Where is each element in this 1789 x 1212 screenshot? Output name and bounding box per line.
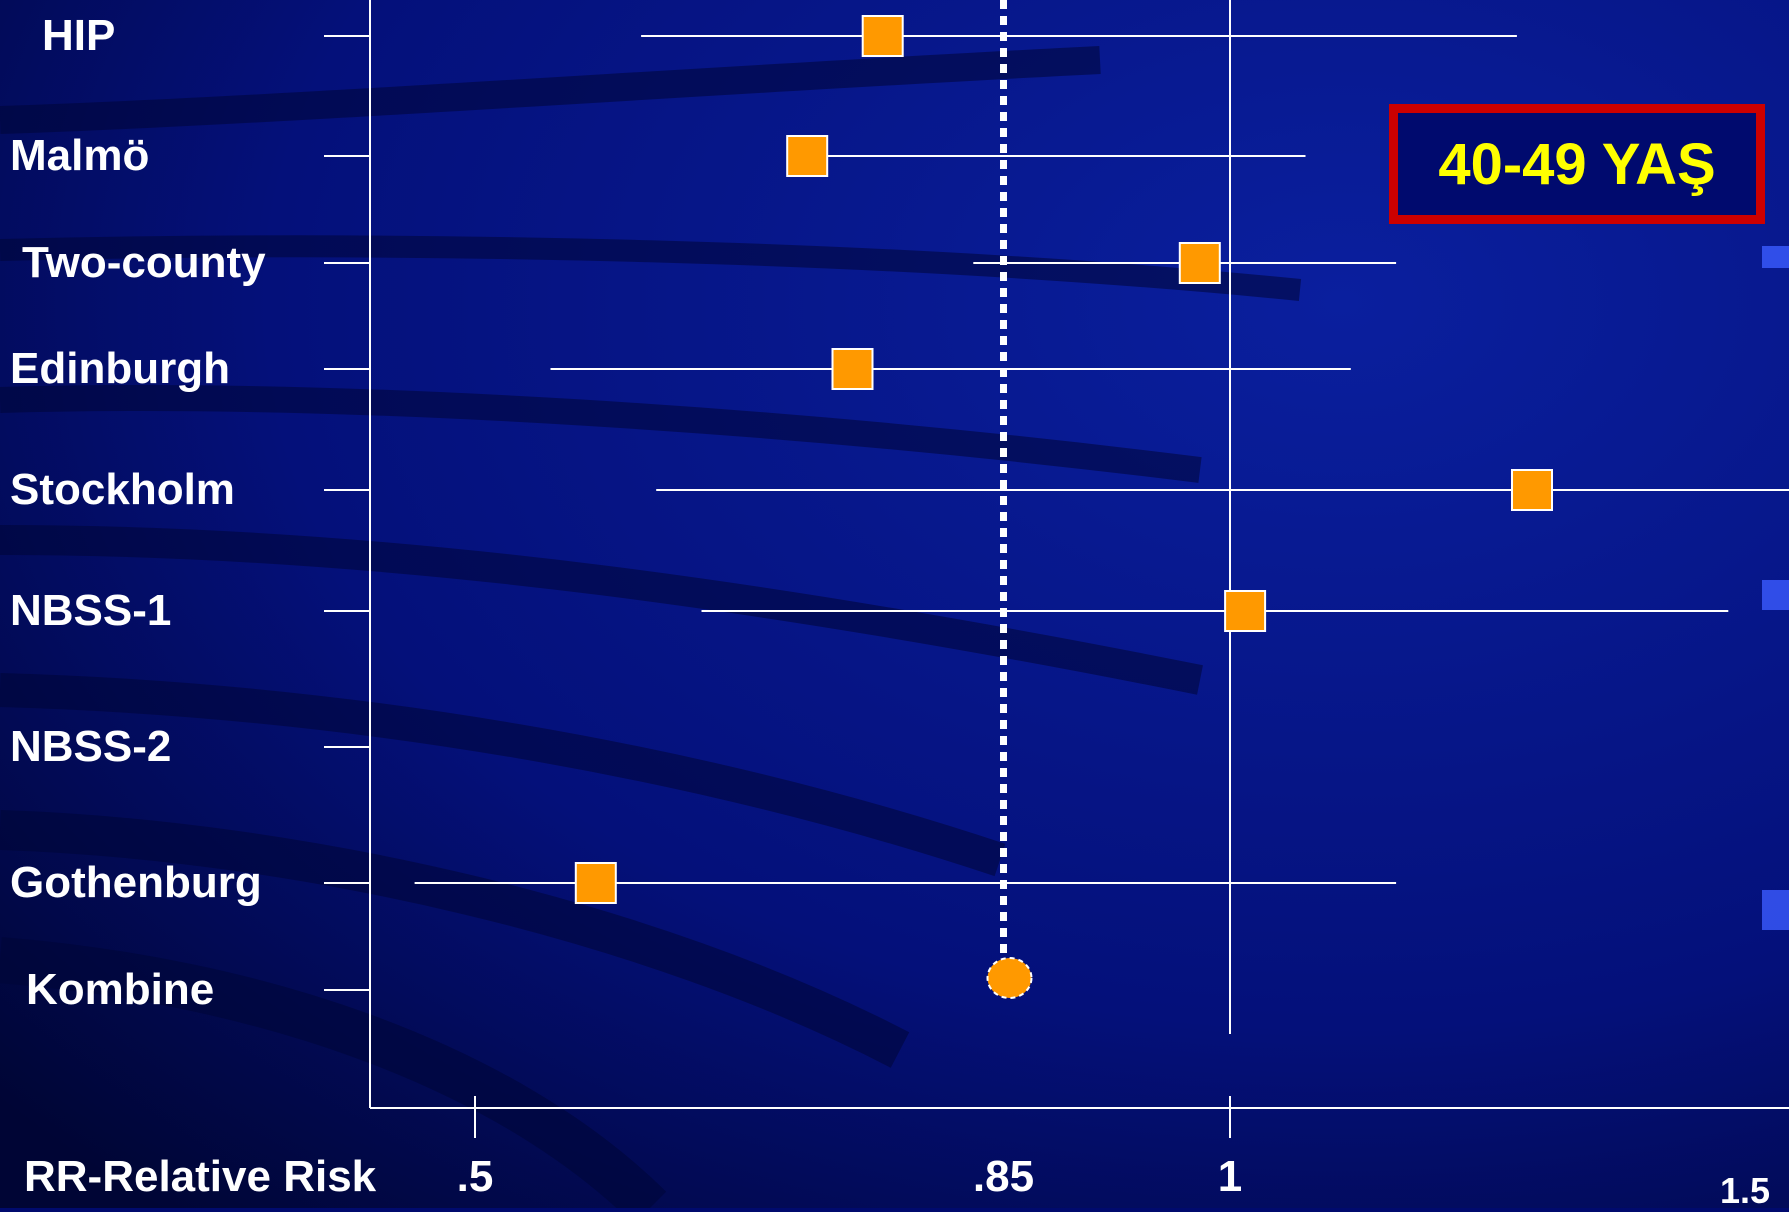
row-label: HIP (42, 11, 116, 60)
age-group-badge-text: 40-49 YAŞ (1438, 131, 1716, 197)
age-group-badge: 40-49 YAŞ (1389, 104, 1765, 224)
row-label: NBSS-2 (10, 722, 172, 771)
combined-estimate-point (986, 957, 1033, 999)
background-swooshes (0, 46, 1302, 1208)
x-axis-label: RR-Relative Risk (24, 1152, 377, 1201)
effect-estimate-point (861, 15, 904, 57)
row-label: Malmö (10, 131, 150, 180)
effect-estimate-point (1511, 469, 1553, 511)
x-tick-label: .85 (972, 1152, 1035, 1201)
row-label: Edinburgh (10, 344, 230, 393)
effect-estimate-point (786, 135, 829, 177)
row-label: Two-county (22, 238, 266, 287)
row-label: Gothenburg (10, 858, 262, 907)
row-label: Kombine (26, 965, 215, 1014)
x-tick-label: 1.5 (1719, 1170, 1771, 1211)
effect-estimate-point (831, 348, 874, 390)
right-edge-accents (1762, 246, 1789, 930)
effect-estimate-point (1224, 590, 1267, 632)
effect-estimate-point (1178, 242, 1221, 284)
effect-estimate-point (574, 862, 617, 904)
chart-axes (324, 0, 1789, 1138)
x-tick-label: 1 (1217, 1152, 1243, 1201)
chart-marks (414, 15, 1789, 999)
row-label: Stockholm (10, 465, 235, 514)
row-label: NBSS-1 (10, 586, 172, 635)
x-tick-label: .5 (456, 1152, 494, 1201)
